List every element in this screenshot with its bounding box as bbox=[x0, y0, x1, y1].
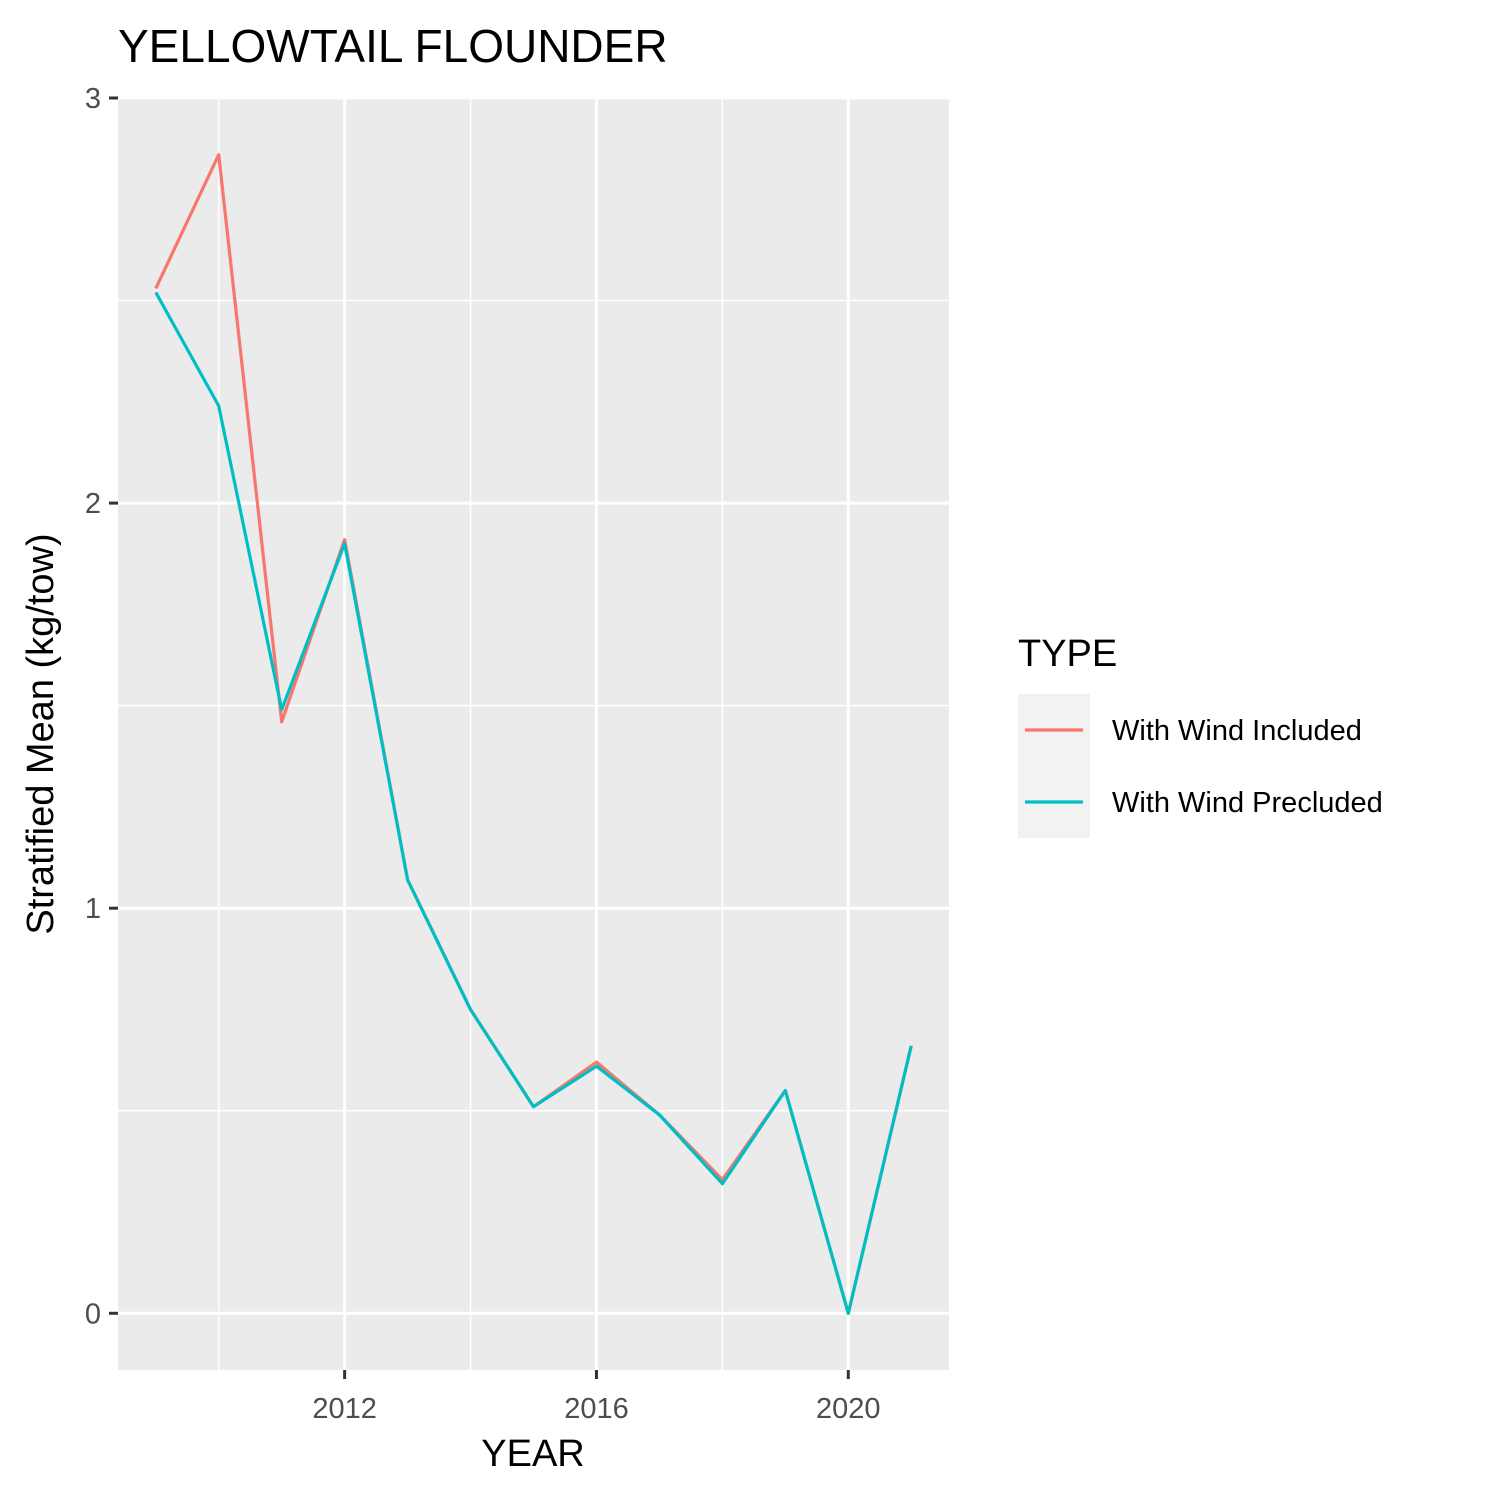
y-tick-label: 0 bbox=[85, 1298, 101, 1330]
y-axis-title: Stratified Mean (kg/tow) bbox=[20, 533, 62, 934]
y-axis: 0 1 2 3 bbox=[85, 83, 118, 1330]
series-lines bbox=[154, 153, 913, 1315]
x-tick-label: 2012 bbox=[312, 1393, 377, 1425]
legend: TYPE With Wind Included With Wind Preclud… bbox=[1018, 633, 1383, 838]
x-axis: 2012 2016 2020 bbox=[312, 1370, 881, 1425]
legend-label-2: With Wind Precluded bbox=[1112, 787, 1383, 819]
x-axis-title: YEAR bbox=[481, 1433, 584, 1475]
y-tick-label: 2 bbox=[85, 488, 101, 520]
legend-title: TYPE bbox=[1018, 633, 1117, 675]
minor-gridlines bbox=[118, 98, 949, 1370]
y-tick-label: 3 bbox=[85, 83, 101, 115]
legend-key-background bbox=[1018, 694, 1090, 838]
legend-label-1: With Wind Included bbox=[1112, 715, 1362, 747]
plot-panel bbox=[118, 98, 949, 1370]
chart-title: YELLOWTAIL FLOUNDER bbox=[118, 20, 668, 72]
series-line-2 bbox=[154, 291, 913, 1315]
x-tick-label: 2020 bbox=[816, 1393, 881, 1425]
x-tick-label: 2016 bbox=[564, 1393, 629, 1425]
y-tick-label: 1 bbox=[85, 893, 101, 925]
